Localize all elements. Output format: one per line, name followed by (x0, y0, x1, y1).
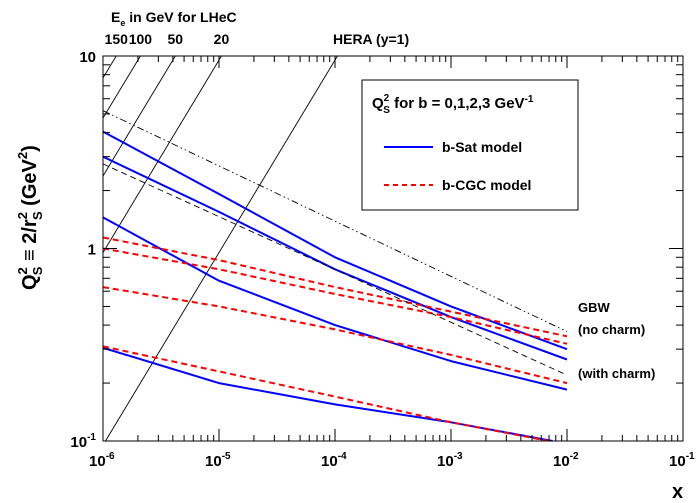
series-line (103, 286, 568, 385)
legend-title: Q2 S for b = 0,1,2,3 GeV-1 (372, 93, 534, 116)
series-line (103, 216, 568, 391)
x-tick-label: 10-1 (669, 451, 695, 470)
series-line (103, 346, 553, 441)
y-axis-label: Q2S ≡ 2/r2S (GeV2) (15, 145, 45, 290)
series-line (103, 247, 568, 345)
x-ticks (102, 56, 684, 441)
y-tick-label: 10 (79, 49, 96, 66)
x-tick-label: 10-4 (321, 451, 347, 470)
svg-text:Q2S ≡ 2/r2S (GeV2): Q2S ≡ 2/r2S (GeV2) (15, 145, 45, 290)
legend: Q2 S for b = 0,1,2,3 GeV-1 b-Sat model b-… (361, 79, 579, 211)
series-line (103, 236, 568, 338)
kinematic-line (103, 56, 117, 79)
series-line (103, 110, 568, 333)
x-axis-label: x (672, 481, 683, 503)
series-line (103, 163, 568, 376)
kinematic-line (103, 56, 176, 177)
kinematic-line (105, 56, 338, 441)
kinematic-lines (103, 56, 338, 441)
gbw-with-charm-label: (with charm) (578, 366, 655, 381)
x-tick-label: 10-3 (437, 451, 463, 470)
legend-label-bcgc: b-CGC model (442, 177, 531, 193)
top-axis-labels: 150 100 50 20 (105, 31, 230, 47)
series-group (103, 110, 568, 441)
top-axis-label: 100 (129, 31, 153, 47)
y-tick-label: 1 (88, 242, 96, 259)
y-ticks (103, 55, 683, 442)
hera-label: HERA (y=1) (333, 31, 409, 47)
gbw-label: GBW (578, 300, 611, 315)
top-axis-title: Ee in GeV for LHeC (111, 9, 237, 28)
legend-label-bsat: b-Sat model (442, 139, 522, 155)
top-axis-label: 20 (214, 31, 230, 47)
x-tick-labels: 10-6 10-5 10-4 10-3 10-2 10-1 (89, 451, 695, 470)
y-tick-labels: 10-1 1 10 (70, 49, 96, 451)
x-tick-label: 10-2 (553, 451, 579, 470)
top-axis-label: 150 (105, 31, 129, 47)
top-axis-label: 50 (168, 31, 184, 47)
gbw-no-charm-label: (no charm) (578, 322, 645, 337)
x-tick-label: 10-6 (89, 451, 115, 470)
y-tick-label: 10-1 (70, 432, 96, 451)
legend-box (361, 79, 579, 211)
x-tick-label: 10-5 (205, 451, 231, 470)
series-line (103, 345, 550, 441)
